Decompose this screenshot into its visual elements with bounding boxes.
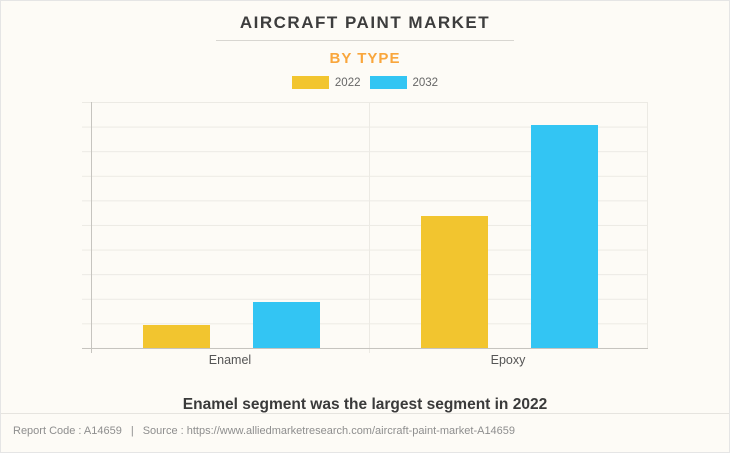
y-axis-line <box>91 102 92 353</box>
legend-item-2032[interactable]: 2032 <box>369 76 439 89</box>
right-edge-gridline <box>647 102 648 348</box>
x-label-epoxy: Epoxy <box>490 353 526 367</box>
title-divider <box>216 40 514 41</box>
report-code: Report Code : A14659 <box>13 425 122 437</box>
legend-swatch-2032 <box>369 76 407 89</box>
x-axis-line <box>82 348 648 349</box>
chart-legend: 2022 2032 <box>1 76 729 89</box>
chart-subtitle: BY TYPE <box>329 50 401 67</box>
x-axis-labels: Enamel Epoxy <box>91 353 647 367</box>
legend-label-2032: 2032 <box>412 76 439 89</box>
category-gridline <box>369 102 370 353</box>
source-link[interactable]: Source : https://www.alliedmarketresearc… <box>142 425 516 437</box>
footer-separator: | <box>130 425 134 437</box>
bar-enamel-2022[interactable] <box>142 325 210 348</box>
bar-epoxy-2032[interactable] <box>530 125 598 348</box>
x-label-enamel: Enamel <box>208 353 252 367</box>
bar-group-epoxy <box>370 102 648 348</box>
legend-item-2022[interactable]: 2022 <box>291 76 361 89</box>
bar-group-enamel <box>92 102 370 348</box>
bar-epoxy-2022[interactable] <box>420 216 488 348</box>
chart-header: AIRCRAFT PAINT MARKET BY TYPE 2022 2032 <box>1 1 729 89</box>
chart-caption: Enamel segment was the largest segment i… <box>182 396 548 413</box>
legend-label-2022: 2022 <box>334 76 361 89</box>
footer: Report Code : A14659 | Source : https://ww… <box>1 413 729 452</box>
bar-groups <box>92 102 648 348</box>
page-title: AIRCRAFT PAINT MARKET <box>239 13 491 32</box>
bar-enamel-2032[interactable] <box>252 301 320 348</box>
legend-swatch-2022 <box>291 76 329 89</box>
y-axis-ticks <box>82 102 91 349</box>
